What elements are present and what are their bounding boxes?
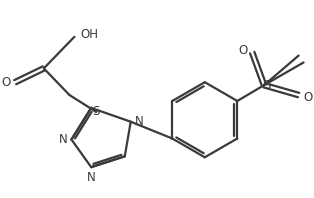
Text: OH: OH xyxy=(80,28,98,41)
Text: S: S xyxy=(92,105,100,118)
Text: O: O xyxy=(304,90,313,104)
Text: O: O xyxy=(1,76,10,89)
Text: N: N xyxy=(135,115,143,128)
Text: N: N xyxy=(87,171,95,184)
Text: N: N xyxy=(59,133,68,146)
Text: O: O xyxy=(238,44,247,57)
Text: S: S xyxy=(263,79,271,92)
